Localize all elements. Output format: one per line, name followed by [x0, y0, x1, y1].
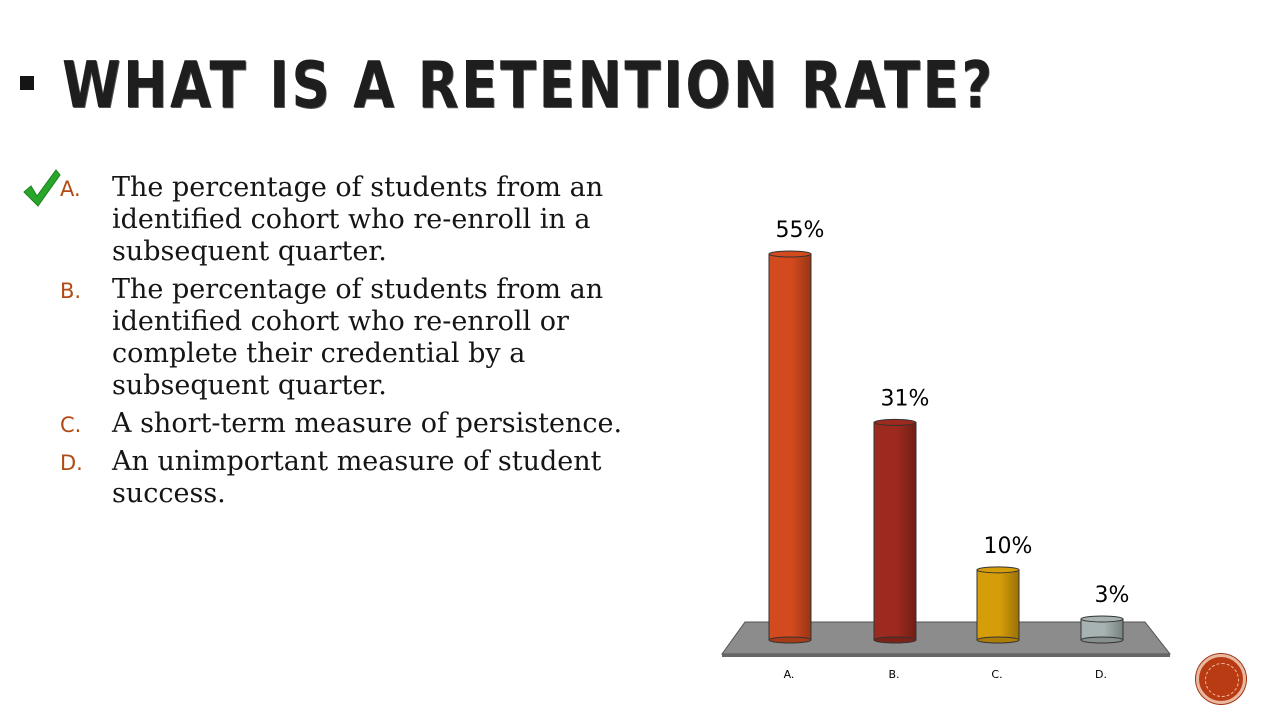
value-label: 31%	[881, 386, 930, 411]
answer-options: A. The percentage of students from an ide…	[60, 172, 660, 516]
answer-option: A. The percentage of students from an ide…	[60, 172, 660, 268]
bar-base	[976, 636, 1020, 644]
bar-a	[768, 253, 812, 641]
bar-c	[976, 569, 1020, 641]
category-label: D.	[1095, 668, 1107, 681]
answer-option: B. The percentage of students from an ide…	[60, 274, 660, 402]
bar-base	[1080, 636, 1124, 644]
answer-option-text: An unimportant measure of student succes…	[112, 446, 602, 509]
slide-nav-button[interactable]	[1196, 654, 1246, 704]
checkmark-icon	[23, 169, 61, 207]
value-label: 10%	[984, 534, 1033, 559]
slide-title: What is a retention rate?	[62, 49, 995, 123]
slide-nav-button-icon	[1205, 663, 1239, 697]
title-bullet-square-icon	[20, 76, 34, 90]
answer-option: D. An unimportant measure of student succ…	[60, 446, 660, 510]
value-label: 55%	[776, 218, 825, 243]
answer-option-text: A short-term measure of persistence.	[112, 408, 623, 439]
answer-option-letter: C.	[60, 413, 82, 437]
bar-cap	[873, 418, 917, 426]
answer-option-text: The percentage of students from an ident…	[112, 274, 604, 401]
bar-base	[768, 636, 812, 644]
chart-floor-front	[722, 654, 1170, 657]
value-label: 3%	[1095, 583, 1130, 608]
answer-option-letter: D.	[60, 451, 83, 475]
bar-base	[873, 636, 917, 644]
answer-option-letter: B.	[60, 279, 82, 303]
answer-option-letter: A.	[60, 177, 81, 201]
category-label: A.	[784, 668, 795, 681]
results-bar-chart: 55% A. 31% B. 10% C. 3% D.	[721, 218, 1172, 681]
bar-cap	[976, 566, 1020, 574]
bar-cap	[1080, 615, 1124, 623]
bar-b	[873, 421, 917, 641]
bar-cap	[768, 250, 812, 258]
category-label: C.	[991, 668, 1002, 681]
answer-option-text: The percentage of students from an ident…	[112, 172, 604, 267]
category-label: B.	[888, 668, 899, 681]
answer-option: C. A short-term measure of persistence.	[60, 408, 660, 440]
